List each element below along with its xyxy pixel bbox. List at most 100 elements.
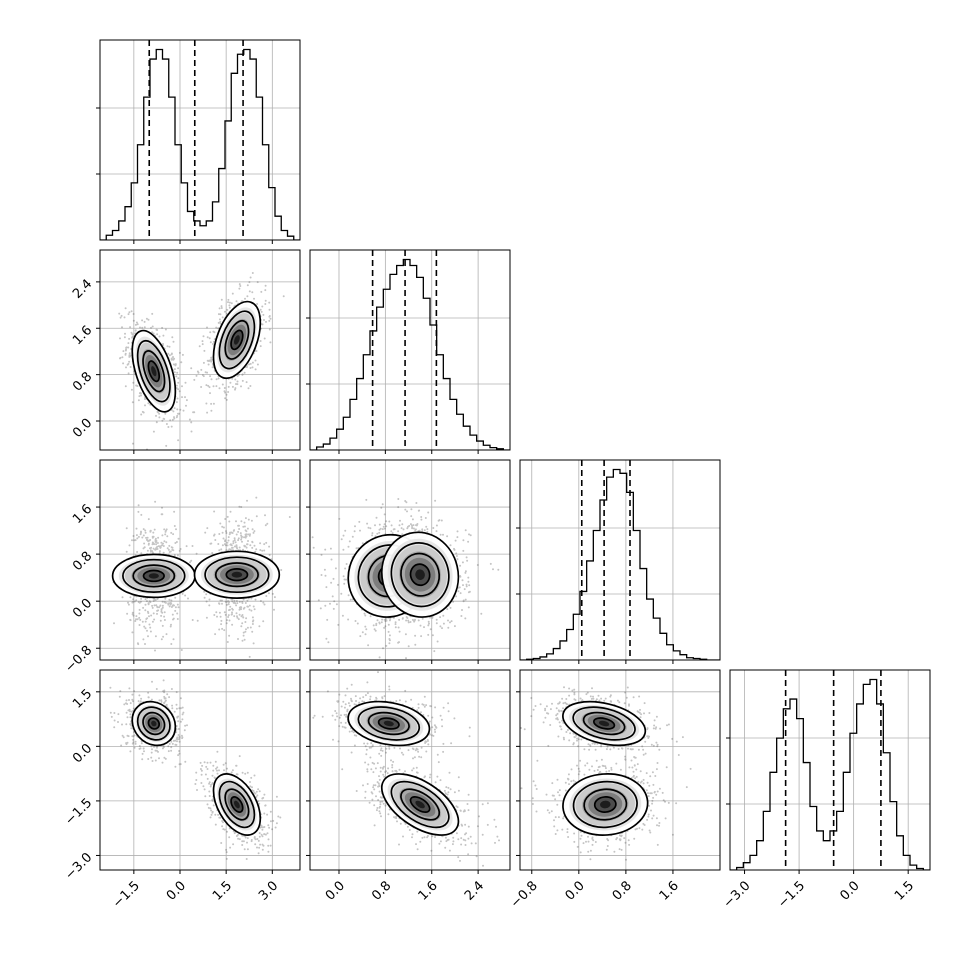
y-tick-label: −3.0 — [62, 850, 95, 883]
density-cluster-1 — [381, 531, 460, 618]
contour-line — [212, 300, 262, 380]
y-tick-label: 0.0 — [70, 596, 95, 621]
contour-line — [347, 700, 431, 747]
x-tick-label: 0.0 — [323, 878, 348, 903]
joint-panel-3-1: 0.0 0.8 1.6 2.4 — [306, 669, 511, 904]
y-tick-label: 1.5 — [70, 687, 95, 712]
density-cluster-0 — [562, 700, 647, 747]
density-level — [231, 571, 243, 578]
density-cluster-1 — [381, 773, 460, 836]
y-tick-label: 1.6 — [70, 502, 95, 527]
grid — [310, 250, 510, 450]
contour-line — [562, 773, 649, 836]
grid — [100, 250, 300, 450]
panel-frame — [99, 669, 301, 871]
contour-line — [357, 706, 421, 741]
x-tick-label: 0.0 — [563, 878, 588, 903]
joint-panel-2-1 — [306, 459, 511, 664]
contour-line — [131, 700, 177, 747]
x-tick-label: 0.0 — [164, 878, 189, 903]
contour-line — [582, 711, 626, 736]
contour-line — [214, 562, 259, 588]
density-level — [415, 800, 425, 809]
contour-line — [136, 706, 171, 741]
contour-line — [136, 339, 171, 403]
y-tick-label: −1.5 — [62, 796, 95, 829]
y-tick-label: −0.8 — [62, 643, 95, 676]
density-level — [233, 335, 240, 345]
y-tick-label: 0.0 — [70, 741, 95, 766]
histogram-1 — [310, 258, 510, 450]
joint-content — [100, 272, 285, 450]
joint-panel-3-2: −0.8 0.0 0.8 1.6 — [508, 669, 721, 911]
y-tick-label: 2.4 — [70, 277, 95, 302]
grid — [520, 670, 720, 870]
marginal-panel-0 — [96, 39, 301, 244]
density-level — [600, 800, 611, 809]
density-level — [151, 366, 157, 377]
density-cluster-1 — [212, 773, 262, 836]
joint-content — [109, 679, 282, 860]
joint-panel-3-0: −3.0 −1.5 0.0 1.5 −1.5 0.0 1.5 3.0 — [62, 669, 301, 911]
x-tick-label: 2.4 — [462, 878, 487, 903]
grid — [100, 460, 300, 660]
density-level — [233, 800, 240, 809]
panel-frame — [309, 669, 511, 871]
contour-line — [230, 329, 244, 351]
contour-line — [409, 563, 431, 587]
contour-line — [400, 552, 441, 597]
marginal-panel-2 — [516, 459, 721, 664]
contour-line — [218, 780, 256, 829]
x-tick-label: 1.6 — [416, 878, 441, 903]
density-level — [415, 569, 425, 580]
contour-line — [572, 706, 636, 741]
x-tick-label: −1.5 — [110, 878, 143, 911]
density-cluster-0 — [131, 329, 177, 413]
x-tick-label: −1.5 — [775, 878, 808, 911]
panel-frame — [729, 669, 931, 871]
contour-line — [122, 558, 186, 593]
grid — [520, 460, 720, 660]
joint-content — [311, 498, 500, 660]
contour-line — [572, 780, 638, 829]
panel-frame — [519, 669, 721, 871]
density-cluster-0 — [131, 700, 177, 747]
contour-line — [218, 310, 256, 370]
contour-line — [592, 717, 616, 730]
marginal-panel-3: −3.0 −1.5 0.0 1.5 — [721, 669, 931, 911]
contour-line — [390, 542, 450, 608]
density-level — [598, 720, 610, 727]
contour-line — [390, 780, 450, 829]
histogram-3 — [730, 678, 930, 870]
y-tick-label: 0.0 — [70, 416, 95, 441]
contour-line — [381, 773, 460, 836]
x-tick-label: 1.5 — [892, 878, 917, 903]
histogram-0 — [100, 48, 300, 240]
contour-line — [147, 717, 161, 730]
contour-line — [132, 564, 176, 588]
contour-line — [230, 796, 244, 813]
histogram-2 — [520, 468, 720, 660]
density-cluster-1 — [193, 550, 281, 599]
density-cluster-0 — [347, 700, 431, 747]
contour-line — [224, 319, 250, 360]
marginal-panel-1 — [306, 249, 511, 454]
panel-frame — [309, 459, 511, 661]
contour-line — [583, 788, 628, 821]
contour-line — [224, 788, 250, 821]
contour-line — [204, 556, 270, 594]
contour-line — [409, 796, 431, 813]
joint-content — [111, 496, 291, 658]
contour-line — [142, 569, 165, 583]
contour-line — [400, 788, 441, 821]
density-level — [148, 573, 159, 579]
contour-line — [142, 711, 166, 736]
panel-frame — [519, 459, 721, 661]
x-tick-label: 1.5 — [210, 878, 235, 903]
x-tick-label: −3.0 — [721, 878, 754, 911]
panel-frame — [309, 249, 511, 451]
grid — [100, 670, 300, 870]
x-tick-label: 0.0 — [837, 878, 862, 903]
joint-content — [520, 686, 692, 861]
